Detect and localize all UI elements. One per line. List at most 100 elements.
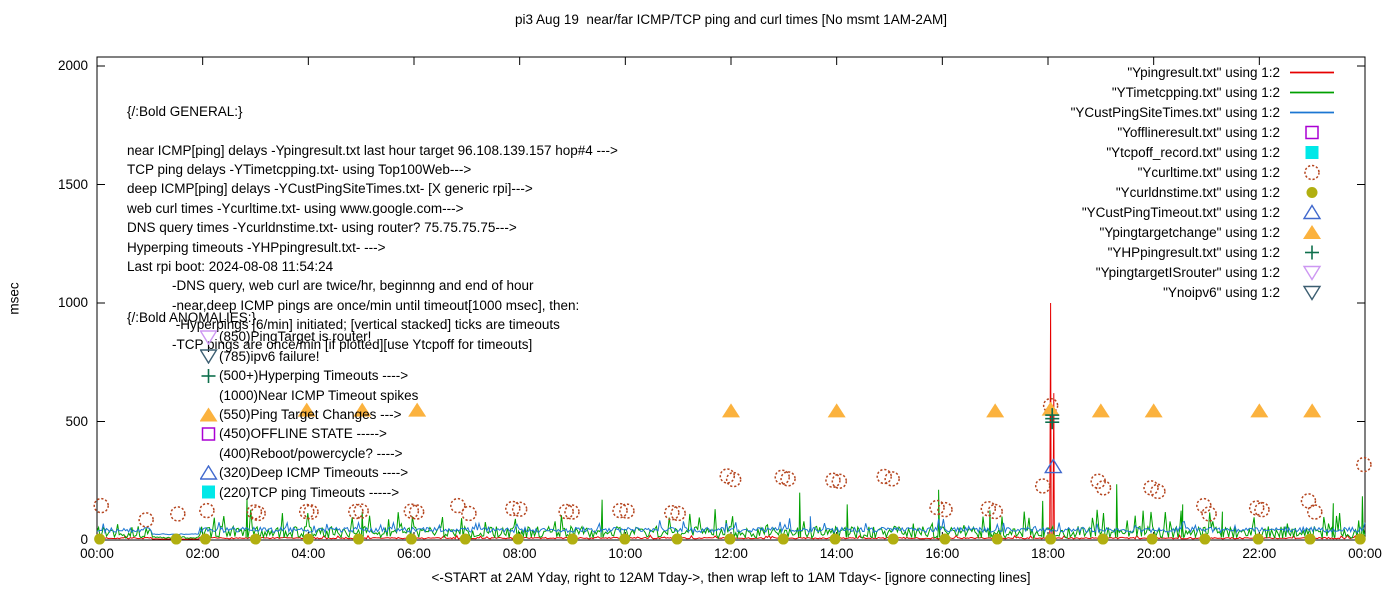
general-annotation-block: {/:Bold GENERAL:} near ICMP[ping] delays… — [127, 63, 618, 354]
open-triangle-down-icon — [200, 330, 218, 346]
annotation-line: -DNS query, web curl are twice/hr, begin… — [127, 278, 534, 294]
plus-icon — [201, 368, 216, 383]
x-tick-label: 18:00 — [1031, 546, 1065, 561]
series-scatter-YCustPingTimeout.txt — [1044, 458, 1063, 474]
legend-swatch-open-triangle-down-icon — [1302, 285, 1322, 301]
legend-label: "YCustPingTimeout.txt" using 1:2 — [1081, 204, 1280, 220]
x-tick-label: 10:00 — [608, 546, 643, 561]
y-tick-label: 0 — [80, 532, 88, 547]
legend-label: "Yofflineresult.txt" using 1:2 — [1117, 124, 1280, 140]
anomaly-item: (785)ipv6 failure! — [127, 347, 418, 366]
annotation-line: web curl times -Ycurltime.txt- using www… — [127, 200, 464, 216]
series-scatter-Ycurldnstime.txt — [94, 533, 1366, 545]
legend-entry: "Ynoipv6" using 1:2 — [1071, 282, 1338, 302]
anomalies-annotation-block: {/:Bold ANOMALIES:} (850)PingTarget is r… — [127, 308, 418, 502]
legend-entry: "Ycurltime.txt" using 1:2 — [1071, 162, 1338, 182]
anomaly-text: (500+)Hyperping Timeouts ----> — [219, 368, 409, 384]
legend-swatch-open-square-icon — [1305, 125, 1319, 139]
legend-swatch-open-triangle-down-icon — [1302, 265, 1322, 281]
open-triangle-down-icon — [200, 349, 218, 365]
legend-entry: "Ypingresult.txt" using 1:2 — [1071, 62, 1338, 82]
annotation-line: -Hyperpings [6/min] initiated; [vertical… — [127, 317, 560, 333]
legend-label: "Ycurldnstime.txt" using 1:2 — [1115, 184, 1280, 200]
legend-swatch-line-icon — [1290, 71, 1334, 73]
anomaly-item: (220)TCP ping Timeouts -----> — [127, 483, 418, 502]
legend-entry: "Ypingtargetchange" using 1:2 — [1071, 222, 1338, 242]
anomaly-item: (500+)Hyperping Timeouts ----> — [127, 366, 418, 385]
anomaly-text: (220)TCP ping Timeouts -----> — [219, 484, 400, 500]
legend-entry: "YCustPingTimeout.txt" using 1:2 — [1071, 202, 1338, 222]
legend-label: "Ypingresult.txt" using 1:2 — [1127, 64, 1280, 80]
legend-label: "Ytcpoff_record.txt" using 1:2 — [1106, 144, 1280, 160]
legend-entry: "YCustPingSiteTimes.txt" using 1:2 — [1071, 102, 1338, 122]
y-tick-label: 500 — [65, 413, 88, 429]
chart-title: pi3 Aug 19 near/far ICMP/TCP ping and cu… — [515, 12, 947, 27]
legend-label: "YTimetcpping.txt" using 1:2 — [1111, 84, 1280, 100]
x-tick-label: 14:00 — [819, 546, 854, 561]
series-scatter-Ypingtargetchange — [297, 401, 1322, 418]
legend-entry: "Yofflineresult.txt" using 1:2 — [1071, 122, 1338, 142]
legend-entry: "Ycurldnstime.txt" using 1:2 — [1071, 182, 1338, 202]
legend-entry: "YHPpingresult.txt" using 1:2 — [1071, 242, 1338, 262]
anomaly-text: (400)Reboot/powercycle? ----> — [219, 445, 403, 461]
x-tick-label: 16:00 — [925, 546, 960, 561]
annotation-line: -TCP pings are once/min [if plotted][use… — [127, 336, 533, 352]
anomaly-item: (850)PingTarget is router! — [127, 327, 418, 346]
open-square-icon — [201, 427, 216, 441]
anomaly-item: (550)Ping Target Changes ---> — [127, 405, 418, 424]
x-tick-label: 00:00 — [1348, 546, 1382, 561]
anomaly-item: (450)OFFLINE STATE -----> — [127, 424, 418, 443]
series-scatter-YHPpingresult.txt — [1045, 408, 1060, 430]
legend-entry: "YpingtargetISrouter" using 1:2 — [1071, 262, 1338, 282]
y-tick-label: 1000 — [57, 295, 88, 310]
annotation-line: DNS query times -Ycurldnstime.txt- using… — [127, 220, 517, 236]
anomaly-item: (400)Reboot/powercycle? ----> — [127, 444, 418, 463]
legend-label: "Ypingtargetchange" using 1:2 — [1099, 224, 1280, 240]
anomaly-text: (450)OFFLINE STATE -----> — [219, 426, 387, 442]
legend-entry: "YTimetcpping.txt" using 1:2 — [1071, 82, 1338, 102]
x-tick-label: 12:00 — [714, 546, 748, 561]
legend-swatch-open-triangle-up-icon — [1302, 203, 1322, 219]
legend-swatch-filled-triangle-up-icon — [1303, 224, 1321, 239]
annotation-line: TCP ping delays -YTimetcpping.txt- using… — [127, 162, 472, 178]
x-axis-caption: <-START at 2AM Yday, right to 12AM Tday-… — [431, 570, 1031, 585]
annotation-line: deep ICMP[ping] delays -YCustPingSiteTim… — [127, 181, 533, 197]
legend-swatch-line-icon — [1290, 111, 1334, 113]
series-scatter-Ycurltime.txt — [93, 397, 1372, 528]
anomaly-item: (1000)Near ICMP Timeout spikes — [127, 386, 418, 405]
x-tick-label: 20:00 — [1136, 546, 1171, 561]
x-tick-label: 04:00 — [291, 546, 326, 561]
x-tick-label: 22:00 — [1242, 546, 1277, 561]
legend-swatch-open-circle-icon — [1304, 164, 1320, 180]
general-heading: {/:Bold GENERAL:} — [127, 103, 243, 119]
anomalies-heading: {/:Bold ANOMALIES:} — [127, 310, 257, 325]
legend-label: "YpingtargetISrouter" using 1:2 — [1095, 264, 1280, 280]
legend-swatch-plus-icon — [1305, 245, 1319, 259]
y-tick-label: 2000 — [57, 58, 88, 73]
annotation-line: -near,deep ICMP pings are once/min until… — [127, 297, 580, 313]
anomaly-item: (320)Deep ICMP Timeouts ----> — [127, 463, 418, 482]
legend-swatch-filled-square-icon — [1305, 145, 1319, 159]
x-tick-label: 08:00 — [502, 546, 537, 561]
x-tick-label: 02:00 — [185, 546, 220, 561]
x-tick-label: 00:00 — [80, 546, 114, 561]
filled-triangle-up-icon — [200, 407, 218, 422]
annotation-line: near ICMP[ping] delays -Ypingresult.txt … — [127, 142, 618, 158]
anomaly-text: (320)Deep ICMP Timeouts ----> — [219, 465, 409, 481]
x-tick-label: 06:00 — [397, 546, 431, 561]
no-marker — [200, 445, 219, 461]
legend-swatch-filled-circle-icon — [1306, 186, 1318, 198]
filled-square-icon — [202, 485, 215, 499]
legend-label: "Ynoipv6" using 1:2 — [1163, 284, 1280, 300]
anomaly-text: (550)Ping Target Changes ---> — [219, 406, 402, 422]
anomaly-text: (785)ipv6 failure! — [219, 348, 320, 364]
open-triangle-up-icon — [200, 464, 218, 480]
no-marker — [200, 387, 219, 403]
anomaly-text: (1000)Near ICMP Timeout spikes — [219, 387, 419, 403]
legend-label: "YHPpingresult.txt" using 1:2 — [1107, 244, 1280, 260]
anomaly-text: (850)PingTarget is router! — [219, 329, 372, 345]
legend-entry: "Ytcpoff_record.txt" using 1:2 — [1071, 142, 1338, 162]
y-tick-label: 1500 — [57, 176, 88, 192]
